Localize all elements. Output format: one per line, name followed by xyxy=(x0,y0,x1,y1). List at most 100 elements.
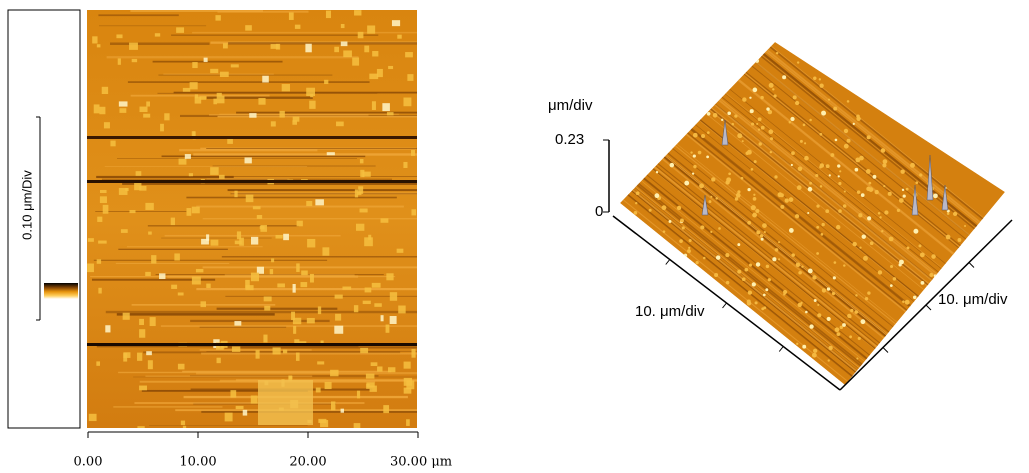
particle xyxy=(731,123,734,126)
particle xyxy=(334,47,339,52)
particle xyxy=(688,247,690,249)
particle xyxy=(178,292,184,295)
particle xyxy=(762,223,767,228)
particle xyxy=(856,117,860,121)
particle xyxy=(749,97,751,99)
particle xyxy=(756,230,760,234)
afm-image xyxy=(87,10,554,431)
particle xyxy=(850,309,853,312)
particle xyxy=(92,36,97,43)
particle xyxy=(171,285,177,289)
particle xyxy=(382,103,390,111)
particle xyxy=(798,303,802,307)
particle xyxy=(398,306,405,314)
particle xyxy=(160,124,164,132)
particle xyxy=(310,94,313,97)
scan-line xyxy=(171,35,378,36)
particle xyxy=(842,323,846,327)
x-tick-label: 30.00 μm xyxy=(390,455,452,470)
particle xyxy=(174,253,180,260)
z-max: 0.23 xyxy=(555,131,584,148)
particle xyxy=(215,15,220,21)
scan-line xyxy=(161,325,458,327)
particle xyxy=(293,326,296,334)
particle xyxy=(843,204,847,208)
particle xyxy=(360,348,368,353)
particle xyxy=(388,367,395,372)
particle xyxy=(873,175,877,179)
particle xyxy=(881,230,883,232)
particle xyxy=(707,112,711,116)
particle xyxy=(708,200,711,203)
particle xyxy=(316,388,321,393)
particle xyxy=(795,214,799,218)
particle xyxy=(737,190,740,193)
particle xyxy=(100,196,107,203)
particle xyxy=(326,11,331,19)
particle xyxy=(867,291,870,294)
particle xyxy=(262,76,269,83)
particle xyxy=(397,249,404,253)
particle xyxy=(753,88,758,93)
particle xyxy=(921,281,925,285)
particle xyxy=(693,133,698,138)
particle xyxy=(838,175,840,177)
particle xyxy=(139,386,147,391)
particle xyxy=(808,187,813,192)
particle xyxy=(884,210,888,214)
particle xyxy=(234,321,241,326)
particle xyxy=(838,209,842,213)
particle xyxy=(785,198,789,202)
particle xyxy=(150,317,156,326)
particle xyxy=(758,117,762,121)
particle xyxy=(251,273,259,282)
particle xyxy=(776,52,778,54)
scan-line xyxy=(95,211,186,212)
particle xyxy=(670,163,674,167)
particle xyxy=(137,353,142,361)
particle xyxy=(875,190,879,194)
particle xyxy=(293,284,296,293)
particle xyxy=(750,109,754,113)
particle xyxy=(386,273,393,280)
particle xyxy=(392,20,400,26)
particle xyxy=(833,107,837,111)
particle xyxy=(357,391,360,399)
particle xyxy=(863,256,868,261)
particle xyxy=(334,326,343,334)
particle xyxy=(342,287,351,290)
particle xyxy=(819,84,823,88)
color-scale xyxy=(44,283,78,299)
particle xyxy=(881,148,886,153)
particle xyxy=(903,195,906,198)
particle xyxy=(176,27,184,33)
particle xyxy=(132,59,137,62)
particle xyxy=(251,396,258,404)
scan-line xyxy=(228,189,447,191)
particle xyxy=(946,235,951,240)
particle xyxy=(737,133,742,138)
particle xyxy=(179,159,187,165)
particle xyxy=(139,319,144,325)
particle xyxy=(755,59,759,63)
particle xyxy=(808,269,813,274)
particle xyxy=(291,312,295,320)
particle xyxy=(260,226,265,229)
particle xyxy=(763,306,766,309)
particle xyxy=(231,64,239,67)
particle xyxy=(369,74,378,79)
particle xyxy=(151,255,156,263)
scan-line xyxy=(117,313,275,315)
particle xyxy=(355,189,358,197)
dark-streak xyxy=(87,343,417,346)
particle xyxy=(217,358,221,363)
particle xyxy=(816,204,819,207)
particle xyxy=(909,305,913,309)
scan-line xyxy=(127,246,263,247)
particle xyxy=(893,277,897,281)
particle xyxy=(933,193,938,198)
particle xyxy=(129,210,135,213)
particle xyxy=(817,304,819,306)
particle xyxy=(814,299,817,302)
particle xyxy=(870,241,874,245)
